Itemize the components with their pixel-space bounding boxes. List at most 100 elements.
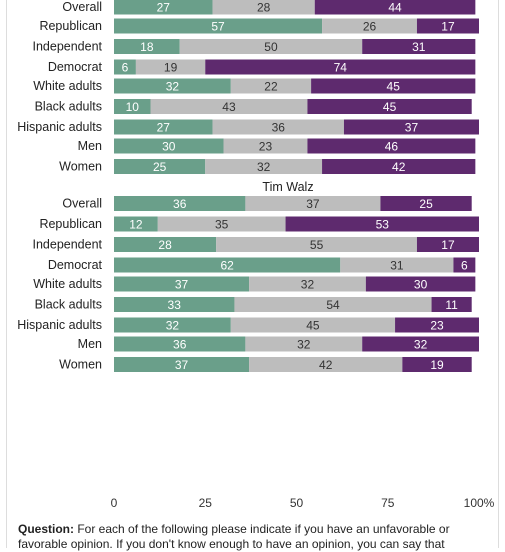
data-label: 30 xyxy=(162,140,176,154)
data-label: 50 xyxy=(264,40,278,54)
bar-segment xyxy=(416,237,479,252)
bar-segment xyxy=(114,216,158,232)
data-label: 31 xyxy=(412,40,426,54)
bar-segment xyxy=(114,237,217,252)
bar-segment xyxy=(402,357,472,372)
data-label: 27 xyxy=(157,121,171,135)
bar-segment xyxy=(212,0,315,15)
bar-segment xyxy=(114,257,341,273)
question-note: Question: For each of the following plea… xyxy=(18,522,488,552)
data-label: 57 xyxy=(211,20,225,34)
data-label: 33 xyxy=(168,298,182,312)
bar-segment xyxy=(114,138,224,154)
bar-segment xyxy=(114,357,250,372)
bar-segment xyxy=(245,196,381,211)
data-label: 6 xyxy=(122,61,129,75)
bar-segment xyxy=(249,357,403,372)
data-label: 26 xyxy=(363,20,377,34)
data-label: 55 xyxy=(310,238,324,252)
row-label: Democrat xyxy=(48,258,103,272)
data-label: 12 xyxy=(129,218,143,232)
row-label: Hispanic adults xyxy=(17,120,102,134)
bar-segment xyxy=(114,39,180,54)
data-label: 6 xyxy=(461,259,468,273)
row-label: Republican xyxy=(39,19,102,33)
row-label: Hispanic adults xyxy=(17,318,102,332)
data-label: 42 xyxy=(392,160,406,174)
row-label: Independent xyxy=(32,238,102,252)
data-label: 28 xyxy=(257,1,271,15)
bar-segment xyxy=(322,18,417,34)
row-label: Men xyxy=(78,139,102,153)
data-label: 36 xyxy=(173,197,187,211)
question-text: For each of the following please indicat… xyxy=(18,522,450,551)
data-label: 46 xyxy=(385,140,399,154)
bar-segment xyxy=(114,297,235,312)
data-label: 42 xyxy=(319,358,333,372)
bar-segment xyxy=(307,138,476,154)
data-label: 19 xyxy=(164,61,178,75)
bar-segment xyxy=(114,18,323,34)
bar-segment xyxy=(365,276,476,292)
data-label: 23 xyxy=(259,140,273,154)
row-label: Women xyxy=(59,160,102,174)
data-label: 44 xyxy=(388,1,402,15)
bar-segment xyxy=(114,276,250,292)
data-label: 11 xyxy=(445,298,458,312)
x-tick-label: 25 xyxy=(199,496,213,510)
row-label: Women xyxy=(59,358,102,372)
data-label: 54 xyxy=(326,298,340,312)
data-label: 45 xyxy=(383,100,397,114)
bar-segment xyxy=(114,196,246,211)
data-label: 22 xyxy=(264,80,278,94)
data-label: 31 xyxy=(390,259,404,273)
x-tick-label: 75 xyxy=(381,496,395,510)
row-label: Black adults xyxy=(35,100,102,114)
data-label: 10 xyxy=(126,100,140,114)
x-tick-label: 0 xyxy=(111,496,118,510)
data-label: 37 xyxy=(175,278,189,292)
data-label: 23 xyxy=(430,319,444,333)
row-label: Democrat xyxy=(48,60,103,74)
data-label: 19 xyxy=(430,358,444,372)
row-label: Men xyxy=(78,337,102,351)
data-label: 27 xyxy=(157,1,171,15)
data-label: 35 xyxy=(215,218,229,232)
row-label: Black adults xyxy=(35,298,102,312)
x-tick-label: 50 xyxy=(290,496,304,510)
bar-segment xyxy=(245,336,363,352)
row-label: Overall xyxy=(62,0,102,14)
bar-segment xyxy=(311,78,476,94)
data-label: 62 xyxy=(220,259,234,273)
bar-segment xyxy=(114,99,151,114)
bar-segment xyxy=(150,99,308,114)
data-label: 32 xyxy=(257,160,271,174)
data-label: 37 xyxy=(405,121,419,135)
question-label: Question: xyxy=(18,522,74,536)
bar-segment xyxy=(212,119,344,135)
data-label: 32 xyxy=(166,319,180,333)
row-label: White adults xyxy=(33,79,102,93)
bar-segment xyxy=(249,276,366,292)
bar-segment xyxy=(322,159,476,174)
bar-segment xyxy=(380,196,472,211)
bar-segment xyxy=(223,138,308,154)
data-label: 43 xyxy=(222,100,236,114)
bar-segment xyxy=(205,159,323,174)
bar-segment xyxy=(230,78,312,94)
bar-segment xyxy=(343,119,479,135)
data-label: 32 xyxy=(414,338,428,352)
bar-segment xyxy=(230,317,396,333)
data-label: 25 xyxy=(419,197,433,211)
bar-segment xyxy=(453,257,476,273)
stacked-bar-chart: Overall 27 28 44 Republican 57 26 17 Independent… xyxy=(17,0,495,510)
bar-segment xyxy=(205,59,476,75)
bar-segment xyxy=(307,99,472,114)
section-title: Tim Walz xyxy=(262,180,313,194)
bar-segment xyxy=(362,39,476,54)
data-label: 45 xyxy=(306,319,320,333)
data-label: 28 xyxy=(158,238,172,252)
bar-segment xyxy=(114,159,206,174)
data-label: 45 xyxy=(387,80,401,94)
data-label: 25 xyxy=(153,160,167,174)
